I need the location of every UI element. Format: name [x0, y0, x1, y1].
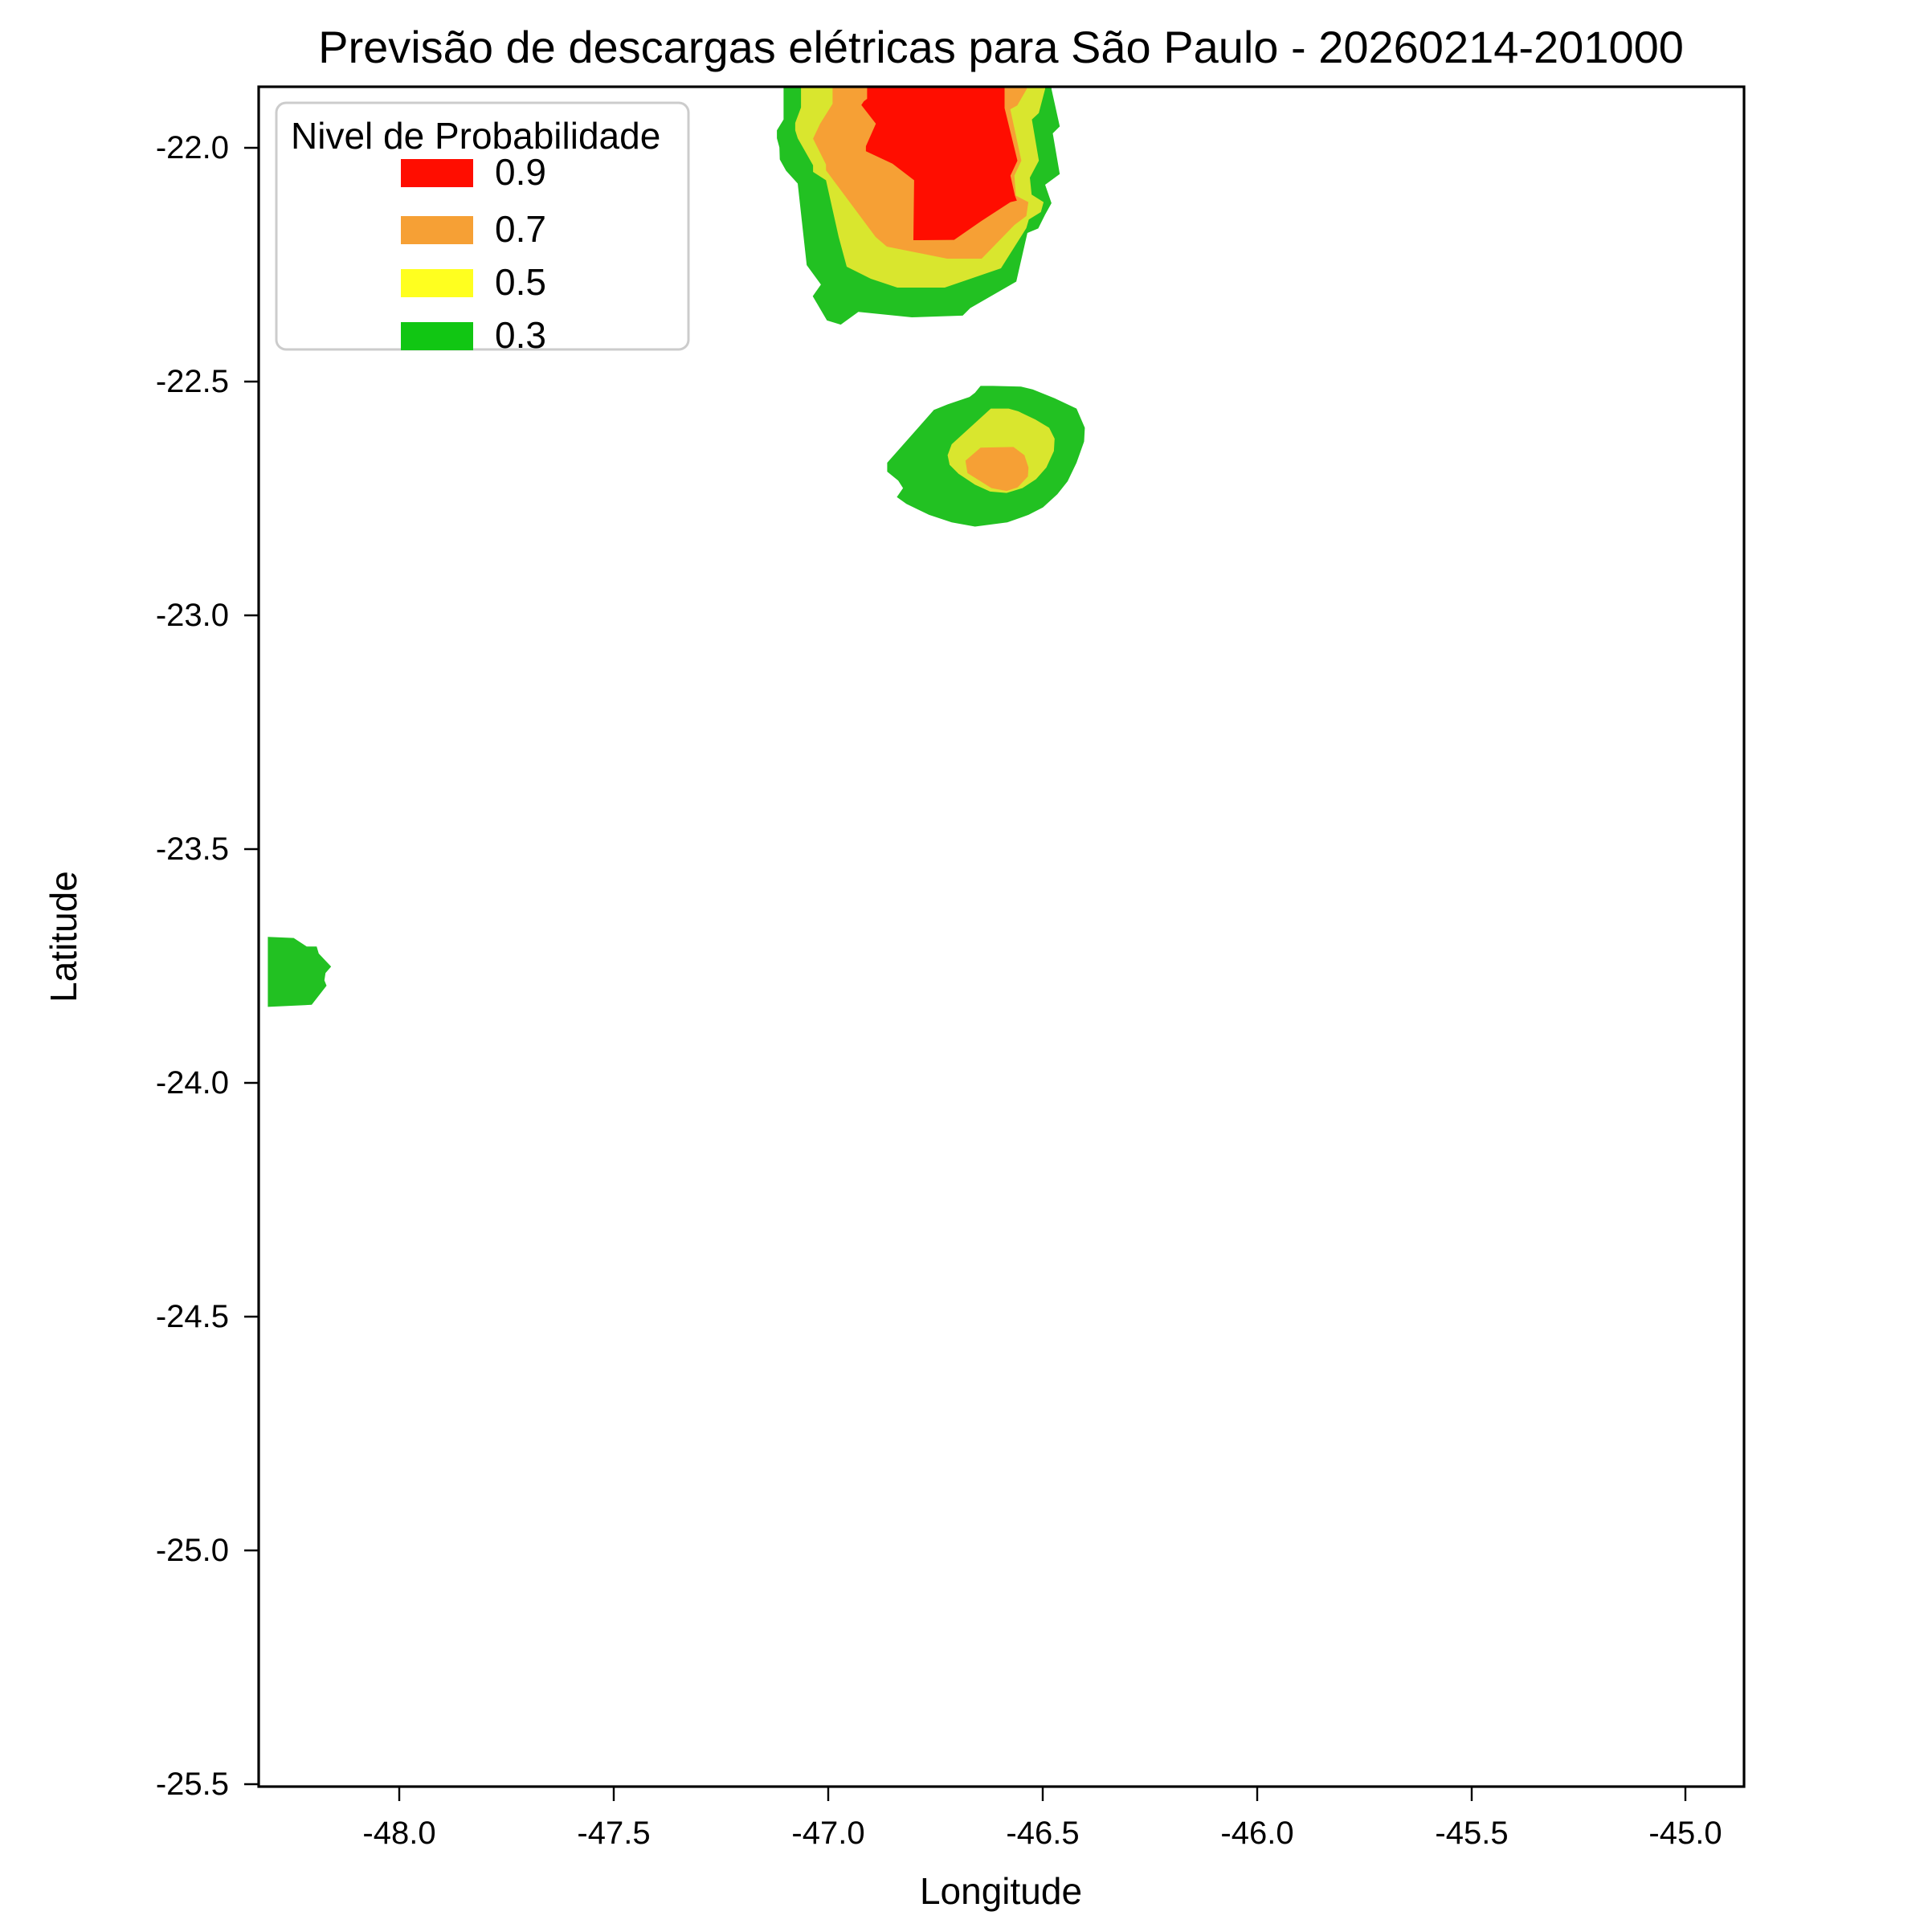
svg-text:-47.5: -47.5	[577, 1816, 650, 1851]
svg-text:-45.5: -45.5	[1435, 1816, 1508, 1851]
svg-text:Longitude: Longitude	[920, 1870, 1082, 1912]
svg-text:-22.5: -22.5	[156, 364, 229, 399]
svg-text:Previsão de descargas elétrica: Previsão de descargas elétricas para São…	[318, 22, 1684, 72]
svg-text:-47.0: -47.0	[791, 1816, 864, 1851]
svg-text:-23.5: -23.5	[156, 831, 229, 867]
svg-text:0.5: 0.5	[495, 261, 546, 303]
svg-text:Nivel de Probabilidade: Nivel de Probabilidade	[291, 115, 660, 157]
svg-text:0.7: 0.7	[495, 208, 546, 250]
svg-text:-24.0: -24.0	[156, 1065, 229, 1101]
svg-text:-45.0: -45.0	[1648, 1816, 1722, 1851]
svg-text:-46.5: -46.5	[1006, 1816, 1079, 1851]
svg-text:-25.5: -25.5	[156, 1767, 229, 1802]
svg-text:-22.0: -22.0	[156, 130, 229, 165]
svg-text:-46.0: -46.0	[1220, 1816, 1293, 1851]
svg-text:0.9: 0.9	[495, 151, 546, 193]
svg-text:-25.0: -25.0	[156, 1533, 229, 1568]
svg-text:-24.5: -24.5	[156, 1299, 229, 1334]
svg-text:Latitude: Latitude	[43, 871, 84, 1003]
svg-text:-48.0: -48.0	[362, 1816, 435, 1851]
svg-text:0.3: 0.3	[495, 314, 546, 356]
svg-text:-23.0: -23.0	[156, 598, 229, 633]
